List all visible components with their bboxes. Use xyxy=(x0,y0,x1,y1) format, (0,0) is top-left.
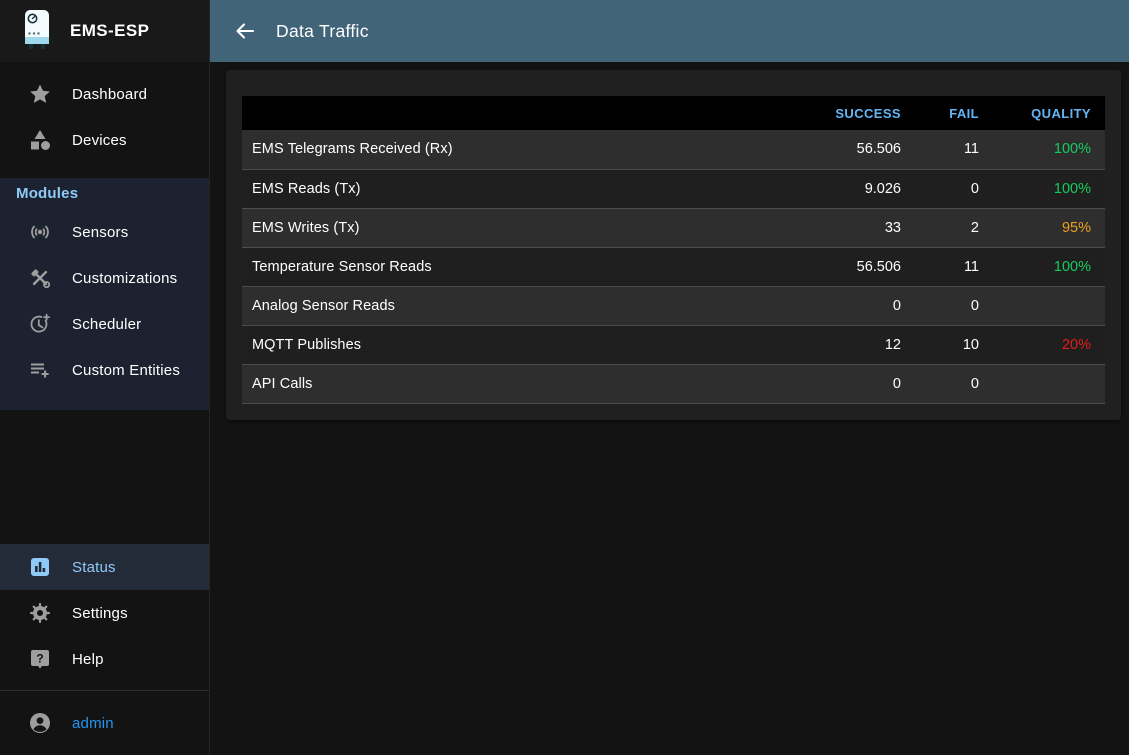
quality-value: 100% xyxy=(1053,141,1091,158)
sidebar-item-label: Help xyxy=(72,650,104,668)
app-logo-row: EMS-ESP xyxy=(0,0,209,62)
quality-value: 95% xyxy=(1061,219,1091,236)
table-header-row: SUCCESS FAIL QUALITY xyxy=(242,96,1105,130)
success-value: 12 xyxy=(884,336,901,353)
fail-value: 10 xyxy=(962,336,979,353)
sidebar-item-scheduler[interactable]: Scheduler xyxy=(0,301,209,347)
star-icon xyxy=(28,82,52,106)
sidebar-item-admin[interactable]: admin xyxy=(0,700,209,746)
metric-name: Analog Sensor Reads xyxy=(252,297,395,314)
category-icon xyxy=(28,128,52,152)
help-icon: ? xyxy=(28,647,52,671)
table-row: EMS Writes (Tx) 33 2 95% xyxy=(242,208,1105,247)
success-value: 9.026 xyxy=(864,180,901,197)
sidebar-item-dashboard[interactable]: Dashboard xyxy=(0,71,209,117)
sidebar-item-customizations[interactable]: Customizations xyxy=(0,255,209,301)
page-title: Data Traffic xyxy=(276,20,369,41)
table-row: EMS Telegrams Received (Rx) 56.506 11 10… xyxy=(242,130,1105,169)
playlist-add-icon xyxy=(28,358,52,382)
success-value: 33 xyxy=(884,219,901,236)
sidebar-user-row: admin xyxy=(0,700,209,746)
sidebar-item-status[interactable]: Status xyxy=(0,544,209,590)
metric-name: MQTT Publishes xyxy=(252,336,362,353)
quality-value xyxy=(993,364,1105,403)
quality-value: 100% xyxy=(1053,258,1091,275)
sidebar-item-label: Dashboard xyxy=(72,85,148,103)
quality-value: 20% xyxy=(1061,336,1091,353)
sidebar-item-label: Settings xyxy=(72,604,128,622)
sidebar-item-label: Status xyxy=(72,558,116,576)
data-traffic-card: SUCCESS FAIL QUALITY EMS Telegrams Recei… xyxy=(226,70,1121,420)
col-header-name xyxy=(242,96,785,130)
sidebar-item-custom-entities[interactable]: Custom Entities xyxy=(0,347,209,393)
table-row: Analog Sensor Reads 0 0 xyxy=(242,286,1105,325)
metric-name: EMS Writes (Tx) xyxy=(252,219,360,236)
metric-name: API Calls xyxy=(252,375,313,392)
username-label: admin xyxy=(72,714,114,732)
success-value: 0 xyxy=(892,297,901,314)
fail-value: 0 xyxy=(970,297,979,314)
appbar: Data Traffic xyxy=(210,0,1129,62)
quality-value: 100% xyxy=(1053,180,1091,197)
sidebar-item-devices[interactable]: Devices xyxy=(0,117,209,163)
table-row: MQTT Publishes 12 10 20% xyxy=(242,325,1105,364)
app-title: EMS-ESP xyxy=(70,21,150,40)
metric-name: EMS Telegrams Received (Rx) xyxy=(252,141,453,158)
quality-value xyxy=(993,286,1105,325)
table-row: Temperature Sensor Reads 56.506 11 100% xyxy=(242,247,1105,286)
back-arrow-icon[interactable] xyxy=(232,18,258,44)
sensors-icon xyxy=(28,220,52,244)
boiler-logo-icon xyxy=(20,9,54,53)
sidebar-item-label: Customizations xyxy=(72,269,178,287)
table-row: EMS Reads (Tx) 9.026 0 100% xyxy=(242,169,1105,208)
account-circle-icon xyxy=(28,711,52,735)
more-time-icon xyxy=(28,312,52,336)
col-header-quality: QUALITY xyxy=(1031,105,1091,121)
svg-text:?: ? xyxy=(36,651,43,665)
sidebar-item-help[interactable]: ? Help xyxy=(0,636,209,682)
success-value: 0 xyxy=(892,375,901,392)
metric-name: EMS Reads (Tx) xyxy=(252,180,361,197)
col-header-success: SUCCESS xyxy=(835,105,901,121)
fail-value: 2 xyxy=(970,219,979,236)
fail-value: 0 xyxy=(970,375,979,392)
sidebar-modules-section: Modules Sensors Cus xyxy=(0,178,209,410)
sidebar-item-label: Scheduler xyxy=(72,315,142,333)
fail-value: 11 xyxy=(963,141,979,158)
data-traffic-table: SUCCESS FAIL QUALITY EMS Telegrams Recei… xyxy=(242,96,1105,404)
success-value: 56.506 xyxy=(856,258,901,275)
sidebar-divider xyxy=(0,690,209,691)
modules-section-header: Modules xyxy=(16,185,79,202)
fail-value: 11 xyxy=(963,258,979,275)
sidebar-item-label: Custom Entities xyxy=(72,361,181,379)
sidebar: EMS-ESP Dashboard Devices Modules xyxy=(0,0,210,755)
sidebar-item-sensors[interactable]: Sensors xyxy=(0,209,209,255)
main-content: SUCCESS FAIL QUALITY EMS Telegrams Recei… xyxy=(210,62,1129,755)
col-header-fail: FAIL xyxy=(949,105,979,121)
sidebar-item-label: Devices xyxy=(72,131,127,149)
gear-icon xyxy=(28,601,52,625)
sidebar-item-label: Sensors xyxy=(72,223,129,241)
success-value: 56.506 xyxy=(856,141,901,158)
table-row: API Calls 0 0 xyxy=(242,364,1105,403)
construction-icon xyxy=(28,266,52,290)
analytics-icon xyxy=(28,555,52,579)
sidebar-item-settings[interactable]: Settings xyxy=(0,590,209,636)
metric-name: Temperature Sensor Reads xyxy=(252,258,432,275)
fail-value: 0 xyxy=(970,180,979,197)
